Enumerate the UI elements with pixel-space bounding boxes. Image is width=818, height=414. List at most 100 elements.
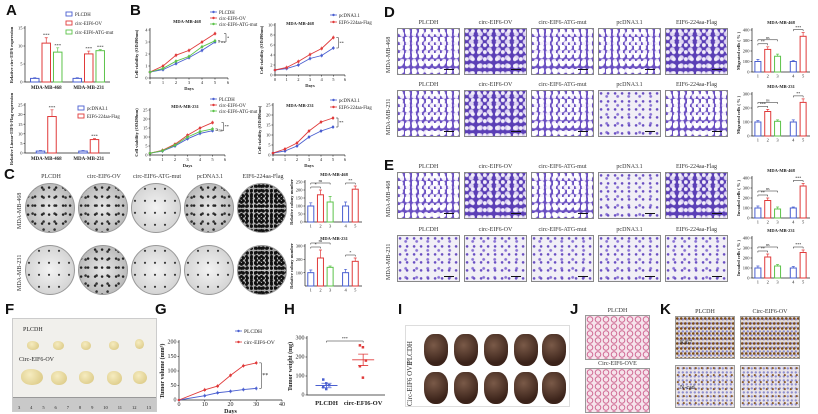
y-tick-label: 100 [743, 206, 751, 211]
micrograph-image [598, 90, 661, 137]
data-point [364, 359, 368, 362]
x-tick-label: 3 [308, 157, 311, 162]
x-axis-label: Days [305, 83, 315, 88]
bar [799, 185, 807, 219]
significance-bracket-label: ** [761, 39, 765, 44]
x-axis-label: Days [183, 163, 193, 168]
category-label: 4 [792, 138, 795, 143]
chart-b-viability-468-circ: 0 1 2 3 4 Cell viability (OD490nm) MDA-MB-468 0… [134, 10, 258, 91]
error-bar [801, 32, 805, 37]
bar [774, 208, 782, 219]
error-bar [318, 249, 322, 258]
series-line [149, 130, 213, 154]
data-point [148, 151, 152, 155]
y-axis-label: Cell viability (OD490nm) [134, 29, 139, 78]
significance-bracket [218, 40, 221, 43]
category-label: 3 [776, 74, 779, 79]
significance-bracket [757, 194, 768, 197]
significance-bracket [793, 29, 804, 32]
significance-bracket-label: ** [225, 124, 230, 129]
significance-bracket-label: ** [339, 40, 344, 45]
micrograph-image [531, 235, 594, 282]
he-image-ove [585, 368, 650, 413]
bar [89, 139, 100, 154]
y-axis-label: Invaded cells ( % ) [736, 179, 741, 216]
x-tick-label: 20 [228, 402, 234, 408]
error-bar [344, 201, 348, 206]
y-axis-label: Migrated cells ( % ) [736, 95, 741, 134]
error-bar [756, 205, 760, 208]
category-label: 3 [776, 138, 779, 143]
y-tick-label: 6 [270, 43, 273, 48]
y-tick-label: 200 [168, 340, 177, 346]
lung-image [424, 334, 448, 366]
y-tick-label: 0 [145, 76, 148, 81]
legend-marker [332, 20, 335, 24]
category-label: MDA-MB-468 [31, 157, 62, 162]
significance-bracket-label: ** [262, 373, 268, 379]
error-bar [766, 46, 770, 50]
error-bar [776, 53, 780, 57]
significance-bracket [793, 246, 804, 249]
bar [774, 55, 782, 73]
bar [41, 42, 51, 83]
data-point [361, 376, 365, 379]
significance-label: *** [49, 105, 57, 110]
ruler: 3 4 5 6 7 8 9 10 11 12 13 [13, 397, 156, 411]
ruler-number: 13 [146, 405, 151, 410]
micrograph-row-label: MDA-MB-468 [386, 36, 392, 73]
data-point [358, 365, 362, 368]
bar [52, 51, 63, 83]
category-label: 5 [802, 138, 805, 143]
error-bar [44, 37, 48, 44]
significance-bracket [793, 180, 804, 182]
ruler-number: 11 [117, 405, 123, 410]
significance-bracket-label: ** [348, 178, 352, 183]
micrograph-column-label: EIF6-224aa-Flag [676, 227, 717, 233]
y-axis-label: Relative circ-EIF6 expression [9, 26, 14, 83]
category-label: 4 [792, 74, 795, 79]
category-label: 3 [776, 220, 779, 225]
bar [754, 121, 762, 137]
chart-title: MDA-MB-468 [767, 168, 795, 173]
significance-bracket [757, 106, 768, 108]
legend-swatch [65, 11, 73, 17]
y-tick-label: 300 [296, 244, 304, 249]
y-tick-label: 200 [743, 256, 751, 261]
bar [799, 35, 807, 73]
legend-label: circ-EIF6-OV [75, 22, 102, 27]
ihc-ncad-plcdh [675, 365, 735, 408]
y-tick-label: 5 [145, 144, 148, 149]
legend-label: PLCDH [244, 329, 262, 335]
error-bar [75, 77, 79, 79]
category-label: 5 [354, 224, 357, 229]
y-tick-label: 3 [145, 40, 148, 45]
x-tick-label: 1 [162, 80, 164, 85]
category-label: 2 [767, 138, 769, 143]
micrograph-image [598, 28, 661, 75]
series-line [272, 126, 334, 154]
micrograph-column-label: pcDNA3.1 [616, 227, 643, 233]
y-tick-label: 1 [145, 64, 147, 69]
legend-label: circ-EIF6-OV [244, 340, 275, 346]
lung-image [454, 372, 478, 404]
ihc-col-plcdh: PLCDH [695, 309, 715, 315]
legend-swatch [65, 20, 73, 26]
y-tick-label: 0 [302, 393, 305, 399]
ihc-row-ncad: N-cad [680, 385, 695, 391]
x-tick-label: 6 [344, 157, 347, 162]
ruler-number: 5 [42, 405, 45, 410]
y-tick-label: 20 [18, 112, 23, 117]
category-label: 1 [757, 74, 759, 79]
colony-plate-image [78, 183, 128, 233]
micrograph-column-label: circ-EIF6-OV [478, 82, 513, 88]
chart-title: MDA-MB-468 [286, 21, 314, 26]
category-label: 1 [757, 280, 759, 285]
data-point [358, 344, 362, 347]
significance-bracket-label: * [315, 242, 317, 247]
ihc-row-ki67: Ki67 [680, 340, 692, 346]
y-tick-label: 10 [268, 23, 273, 28]
x-tick-label: 1 [284, 157, 286, 162]
legend-swatch [77, 113, 85, 119]
